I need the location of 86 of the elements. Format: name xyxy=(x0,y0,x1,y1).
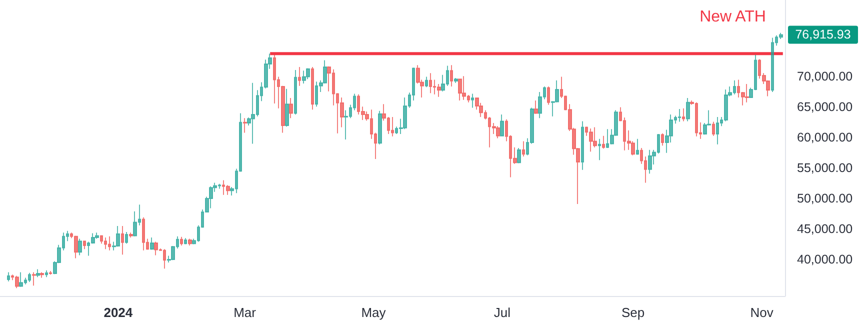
candlestick xyxy=(19,272,23,288)
candlestick xyxy=(311,66,314,110)
candlestick xyxy=(116,225,120,248)
candlestick xyxy=(36,268,40,278)
candlestick xyxy=(661,132,664,146)
candlestick xyxy=(28,272,31,282)
candlestick xyxy=(163,248,166,270)
candlestick xyxy=(15,275,19,289)
candlestick xyxy=(7,272,10,282)
y-tick-label: 60,000.00 xyxy=(797,130,853,145)
candlestick xyxy=(581,120,584,170)
candlestick xyxy=(125,232,128,244)
candlestick xyxy=(771,37,774,92)
candlestick xyxy=(273,54,276,104)
candlestick xyxy=(95,232,99,240)
candlestick xyxy=(648,149,652,174)
candlestick xyxy=(745,84,749,103)
candlestick xyxy=(534,100,538,114)
candlestick xyxy=(454,77,458,84)
y-tick-label: 65,000.00 xyxy=(797,100,853,114)
candlestick xyxy=(302,70,306,84)
candlestick xyxy=(243,118,247,134)
candlestick xyxy=(32,272,36,286)
candlestick xyxy=(403,96,407,130)
x-tick-label: 2024 xyxy=(104,305,134,320)
candlestick xyxy=(142,216,145,251)
x-tick-label: Mar xyxy=(234,305,257,320)
candlestick xyxy=(496,126,500,139)
candlestick xyxy=(458,78,462,101)
candlestick xyxy=(593,126,597,148)
candlestick xyxy=(298,66,301,86)
candlestick xyxy=(40,272,44,278)
y-tick-label: 40,000.00 xyxy=(797,252,853,266)
candlestick xyxy=(108,236,111,251)
candlestick xyxy=(184,238,187,245)
candlestick xyxy=(425,76,428,88)
candlestick xyxy=(78,238,82,256)
candlestick xyxy=(251,82,255,144)
x-tick-label: May xyxy=(361,305,386,320)
candlestick xyxy=(437,84,441,98)
candlestick xyxy=(294,70,297,115)
candlestick xyxy=(378,110,382,145)
candlestick xyxy=(429,72,432,94)
candlestick xyxy=(678,108,681,122)
candlestick xyxy=(391,116,394,137)
candlestick xyxy=(462,76,466,100)
candlestick xyxy=(104,237,107,250)
y-tick-label: 55,000.00 xyxy=(797,161,853,176)
candlestick xyxy=(188,238,192,246)
candlestick xyxy=(716,116,719,145)
candlestick xyxy=(83,240,86,250)
x-tick-label: Sep xyxy=(621,305,645,320)
candlestick xyxy=(522,140,525,158)
candlestick xyxy=(712,121,715,136)
candlestick xyxy=(517,148,521,164)
candlestick xyxy=(180,236,183,246)
candlestick xyxy=(226,184,230,196)
candlestick xyxy=(121,225,124,256)
text: 76,915.93 xyxy=(795,28,851,42)
candlestick xyxy=(306,68,310,80)
candlestick xyxy=(724,89,728,122)
x-tick-label: Nov xyxy=(750,305,774,320)
y-tick-label: 70,000.00 xyxy=(797,70,853,84)
candlestick xyxy=(589,128,593,152)
candlestick xyxy=(285,88,289,128)
x-tick-label: Jul xyxy=(494,305,511,320)
annotation: New ATH xyxy=(700,8,766,26)
candlestick xyxy=(209,186,213,209)
candlestick xyxy=(682,108,685,122)
candlestick xyxy=(45,270,48,278)
candlestick xyxy=(450,64,453,87)
candlestick xyxy=(154,241,158,256)
candlestick xyxy=(636,138,639,156)
candlestick xyxy=(602,135,605,150)
candlestick xyxy=(74,235,78,259)
candlestick xyxy=(129,232,133,238)
candlestick xyxy=(547,86,550,106)
candlestick xyxy=(289,98,293,119)
y-tick-label: 50,000.00 xyxy=(797,192,853,206)
candlestick xyxy=(686,98,690,122)
candlestick xyxy=(500,114,504,137)
candlestick xyxy=(49,270,52,276)
candlestick xyxy=(471,93,474,108)
y-tick-label: 45,000.00 xyxy=(797,222,853,236)
candlestick xyxy=(598,138,601,161)
candlestick xyxy=(150,237,154,250)
